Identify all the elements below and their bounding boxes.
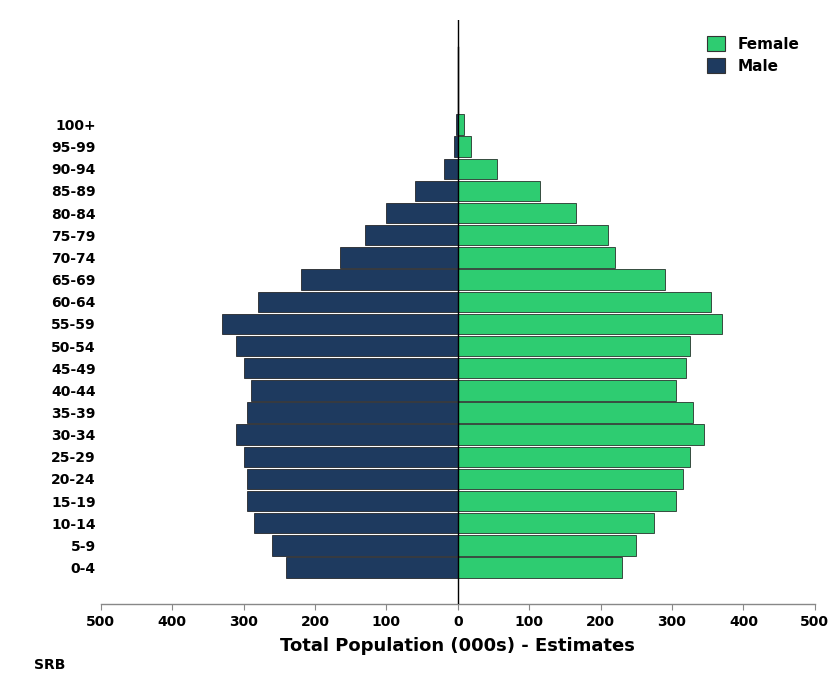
Bar	[458, 447, 690, 467]
Bar	[247, 402, 458, 422]
Bar	[258, 291, 458, 312]
Bar	[458, 491, 675, 511]
Bar	[456, 114, 458, 134]
Bar	[301, 270, 458, 290]
Bar	[458, 380, 675, 401]
Bar	[247, 491, 458, 511]
Bar	[458, 270, 665, 290]
Bar	[458, 469, 683, 489]
Bar	[365, 225, 458, 245]
Bar	[458, 136, 470, 157]
Bar	[458, 513, 654, 534]
Bar	[237, 424, 458, 445]
Bar	[458, 358, 686, 378]
Bar	[458, 159, 497, 179]
Bar	[244, 447, 458, 467]
Bar	[244, 358, 458, 378]
Bar	[458, 114, 464, 134]
Bar	[251, 380, 458, 401]
Bar	[223, 314, 458, 334]
Bar	[286, 557, 458, 578]
Bar	[458, 336, 690, 356]
Legend: Female, Male: Female, Male	[700, 28, 807, 81]
Bar	[454, 136, 458, 157]
Bar	[458, 535, 637, 555]
Bar	[415, 181, 458, 201]
Bar	[458, 424, 704, 445]
Bar	[458, 291, 711, 312]
X-axis label: Total Population (000s) - Estimates: Total Population (000s) - Estimates	[281, 637, 635, 655]
Text: SRB: SRB	[34, 658, 65, 672]
Bar	[458, 225, 608, 245]
Bar	[458, 402, 694, 422]
Bar	[247, 469, 458, 489]
Bar	[386, 203, 458, 223]
Bar	[340, 247, 458, 268]
Bar	[272, 535, 458, 555]
Bar	[458, 247, 615, 268]
Bar	[255, 513, 458, 534]
Bar	[237, 336, 458, 356]
Bar	[458, 203, 575, 223]
Bar	[458, 557, 622, 578]
Bar	[458, 181, 540, 201]
Bar	[458, 314, 722, 334]
Bar	[444, 159, 458, 179]
